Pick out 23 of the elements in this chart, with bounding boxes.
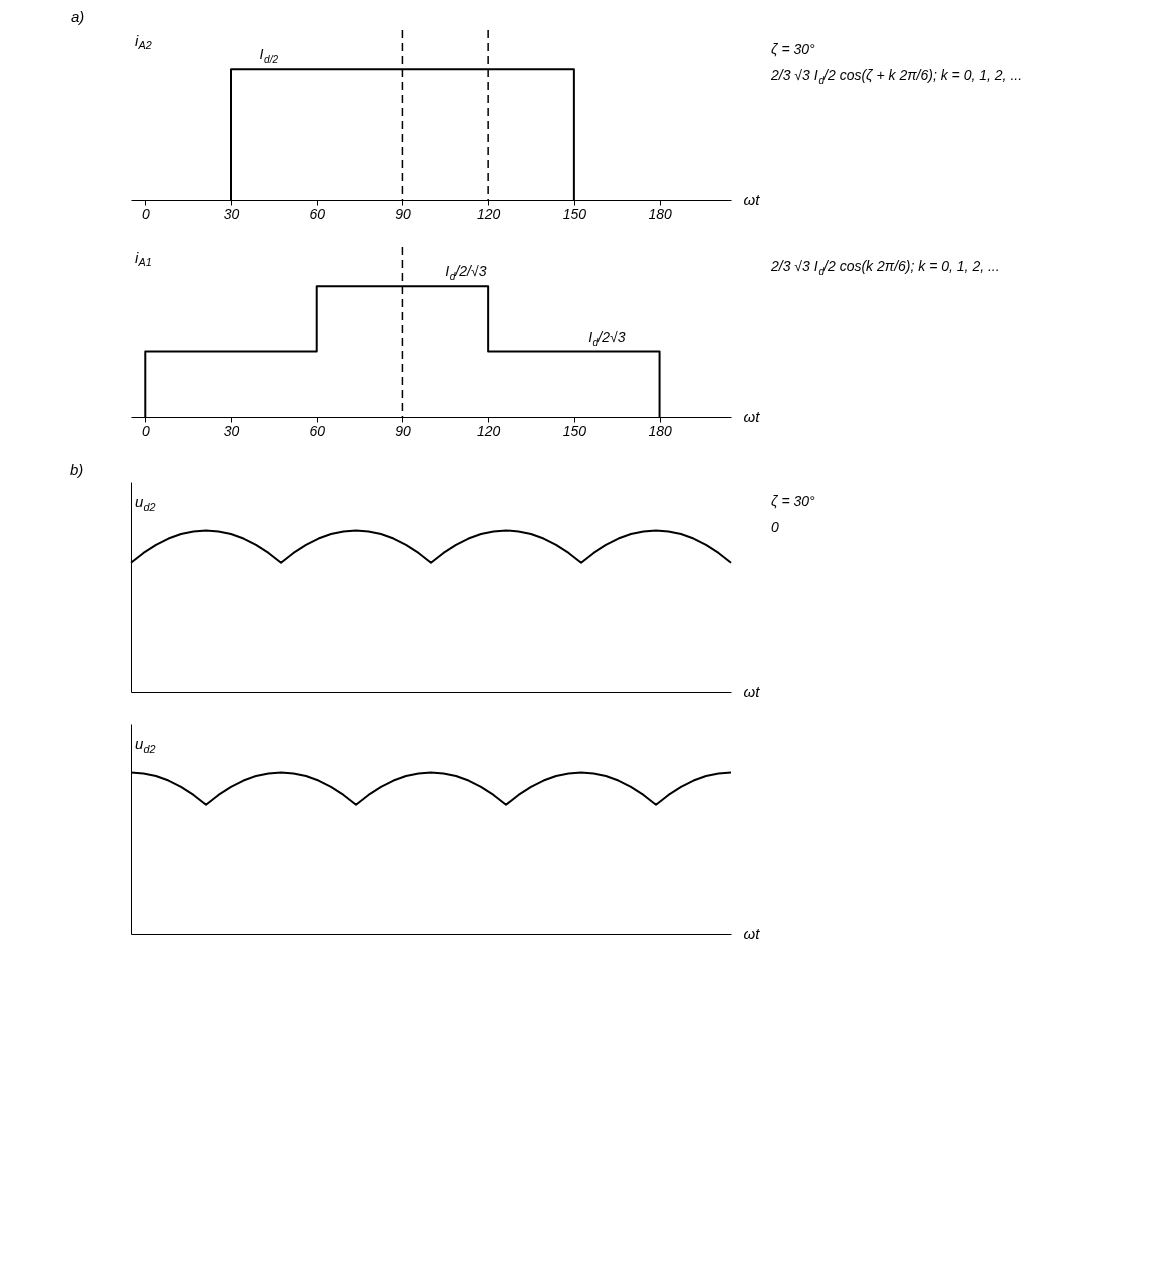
text: 0 (771, 519, 779, 535)
x-tick-label: 150 (562, 205, 587, 222)
x-tick-label: 180 (648, 205, 672, 222)
x-tick-label: 0 (141, 422, 150, 439)
x-tick-label: 30 (223, 422, 240, 439)
x-tick-label: 30 (223, 205, 240, 222)
x-axis-title: ωt (743, 190, 761, 208)
x-tick-label: 120 (476, 422, 501, 439)
chart-title: a) (71, 8, 85, 26)
x-tick-label: 180 (648, 422, 672, 439)
x-tick-label: 90 (395, 422, 411, 439)
x-tick-label: 60 (309, 205, 326, 222)
x-axis-title: ωt (743, 407, 761, 425)
x-tick-label: 150 (562, 422, 587, 439)
x-tick-label: 60 (309, 422, 326, 439)
text: ζ = 30° (771, 41, 816, 57)
x-axis-title: ωt (743, 682, 761, 700)
x-tick-label: 90 (395, 205, 411, 222)
x-tick-label: 0 (141, 205, 150, 222)
chart-title: b) (70, 461, 84, 478)
text: ζ = 30° (771, 493, 816, 509)
x-tick-label: 120 (476, 205, 501, 222)
x-axis-title: ωt (743, 924, 761, 942)
